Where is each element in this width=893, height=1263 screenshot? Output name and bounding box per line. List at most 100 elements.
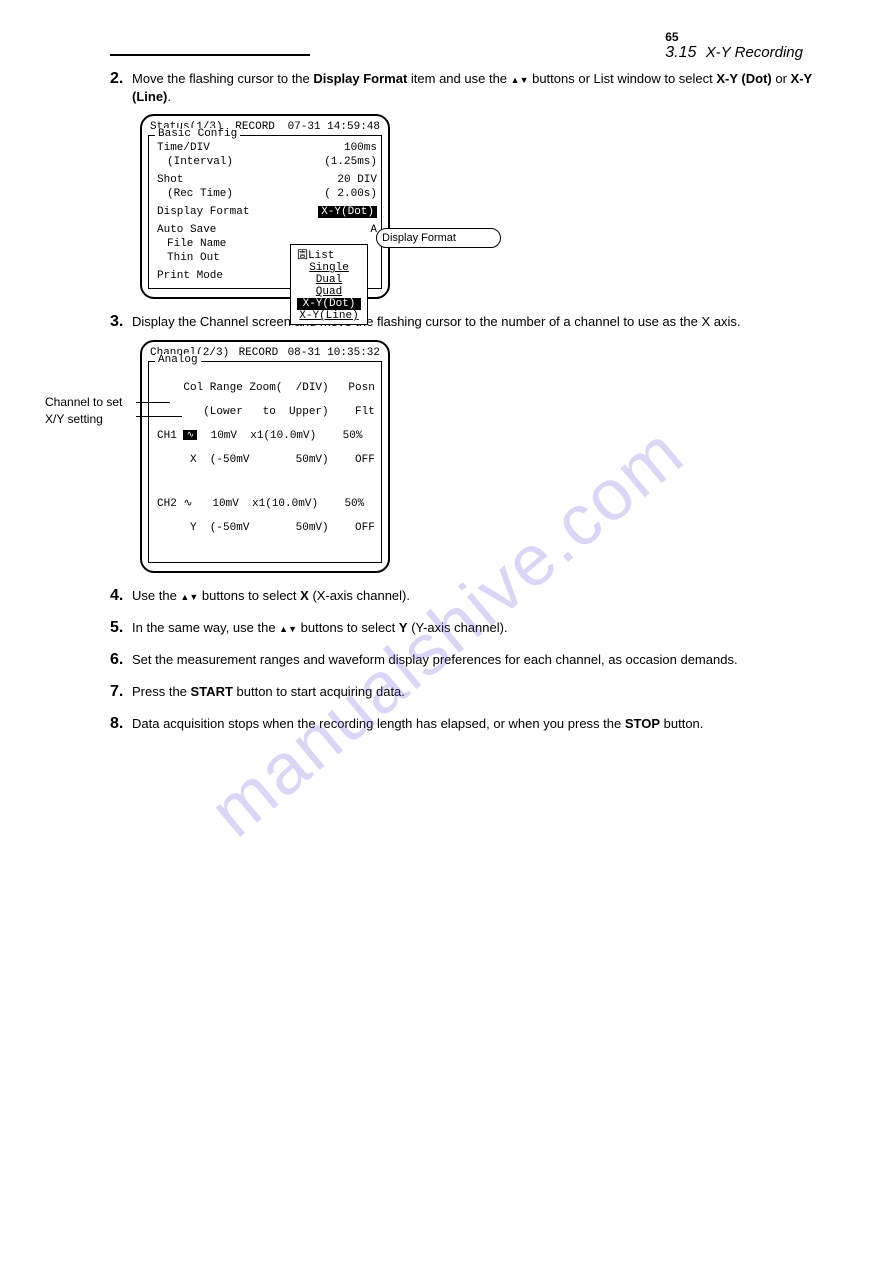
analog-group: Analog Col Range Zoom( /DIV) Posn (Lower… bbox=[148, 361, 382, 563]
table-header: (Lower to Upper) Flt bbox=[157, 406, 377, 418]
value: (1.25ms) bbox=[324, 156, 377, 168]
list-item[interactable]: Single bbox=[297, 262, 361, 274]
up-icon bbox=[279, 620, 288, 635]
label: Auto Save bbox=[157, 224, 216, 236]
text: item and use the bbox=[407, 71, 510, 86]
label: (Interval) bbox=[167, 156, 233, 168]
section-number: 3.15 bbox=[665, 44, 696, 61]
section-title: X-Y Recording bbox=[706, 44, 803, 61]
header-time: 08-31 10:35:32 bbox=[288, 347, 380, 359]
step-7: 7. Press the START button to start acqui… bbox=[110, 683, 833, 701]
text: buttons to select bbox=[198, 588, 300, 603]
step-2: 2. Move the flashing cursor to the Displ… bbox=[110, 70, 833, 106]
label: Time/DIV bbox=[157, 142, 210, 154]
figure-channel-screen: Channel to set X/Y setting Channel(2/3) … bbox=[140, 340, 833, 573]
header-mid: RECORD bbox=[235, 121, 275, 133]
step-6: 6. Set the measurement ranges and wavefo… bbox=[110, 651, 833, 669]
divider bbox=[110, 54, 310, 56]
header-mid: RECORD bbox=[239, 347, 279, 359]
down-icon bbox=[288, 620, 297, 635]
text-bold: X-Y (Dot) bbox=[716, 71, 771, 86]
list-popup[interactable]: 圁List Single Dual Quad X-Y(Dot) X-Y(Line… bbox=[290, 244, 368, 325]
step-5: 5. In the same way, use the buttons to s… bbox=[110, 619, 833, 637]
step-3: 3. Display the Channel screen and move t… bbox=[110, 313, 833, 331]
step-number: 4. bbox=[110, 587, 132, 605]
leader-line bbox=[136, 416, 182, 417]
label: Display Format bbox=[157, 206, 249, 218]
step-text: Press the START button to start acquirin… bbox=[132, 683, 405, 701]
text-bold: START bbox=[191, 684, 233, 699]
text: buttons to select bbox=[297, 620, 399, 635]
down-icon bbox=[189, 588, 198, 603]
step-number: 2. bbox=[110, 70, 132, 106]
cell: CH1 bbox=[157, 430, 183, 442]
up-icon bbox=[511, 71, 520, 86]
step-number: 6. bbox=[110, 651, 132, 669]
step-text: In the same way, use the buttons to sele… bbox=[132, 619, 508, 637]
text: button to start acquiring data. bbox=[233, 684, 405, 699]
leader-line bbox=[136, 402, 170, 403]
step-number: 3. bbox=[110, 313, 132, 331]
label: Shot bbox=[157, 174, 183, 186]
value: ( 2.00s) bbox=[324, 188, 377, 200]
text: Move the flashing cursor to the bbox=[132, 71, 313, 86]
text-bold: X bbox=[300, 588, 309, 603]
page-header-right: 65 3.15 X-Y Recording bbox=[665, 30, 803, 62]
step-text: Data acquisition stops when the recordin… bbox=[132, 715, 703, 733]
label: (Rec Time) bbox=[167, 188, 233, 200]
step-number: 5. bbox=[110, 619, 132, 637]
label-xy-setting: X/Y setting bbox=[45, 412, 103, 426]
group-legend: Analog bbox=[155, 354, 201, 366]
table-row: Y (-50mV 50mV) OFF bbox=[157, 522, 377, 534]
value: 100ms bbox=[344, 142, 377, 154]
table-row: CH1 ∿ 10mV x1(10.0mV) 50% bbox=[157, 430, 377, 442]
list-item-selected[interactable]: X-Y(Dot) bbox=[297, 298, 361, 310]
text-bold: Display Format bbox=[313, 71, 407, 86]
text: (Y-axis channel). bbox=[408, 620, 508, 635]
device-screen: Status(1/3) RECORD 07-31 14:59:48 Basic … bbox=[140, 114, 390, 299]
step-text: Move the flashing cursor to the Display … bbox=[132, 70, 833, 106]
text: buttons or List window to select bbox=[528, 71, 716, 86]
text: (X-axis channel). bbox=[309, 588, 410, 603]
text: Use the bbox=[132, 588, 180, 603]
group-legend: Basic Config bbox=[155, 128, 240, 140]
step-text: Use the buttons to select X (X-axis chan… bbox=[132, 587, 410, 605]
popup-title: 圁List bbox=[297, 246, 361, 262]
list-item[interactable]: Dual bbox=[297, 274, 361, 286]
page-body: 2. Move the flashing cursor to the Displ… bbox=[0, 0, 893, 780]
channel-table: Col Range Zoom( /DIV) Posn (Lower to Upp… bbox=[157, 366, 377, 558]
step-text: Display the Channel screen and move the … bbox=[132, 313, 740, 331]
step-number: 8. bbox=[110, 715, 132, 733]
text-bold: Y bbox=[399, 620, 408, 635]
list-item[interactable]: Quad bbox=[297, 286, 361, 298]
step-number: 7. bbox=[110, 683, 132, 701]
step-8: 8. Data acquisition stops when the recor… bbox=[110, 715, 833, 733]
label: File Name bbox=[167, 238, 226, 250]
label-channel-to-set: Channel to set bbox=[45, 395, 122, 409]
table-row: CH2 ∿ 10mV x1(10.0mV) 50% bbox=[157, 496, 377, 510]
value: 20 DIV bbox=[337, 174, 377, 186]
label: Print Mode bbox=[157, 270, 223, 282]
step-text: Set the measurement ranges and waveform … bbox=[132, 651, 738, 669]
text: button. bbox=[660, 716, 703, 731]
wave-icon[interactable]: ∿ bbox=[183, 430, 197, 440]
step-4: 4. Use the buttons to select X (X-axis c… bbox=[110, 587, 833, 605]
label: Thin Out bbox=[167, 252, 220, 264]
text: Press the bbox=[132, 684, 191, 699]
text-bold: STOP bbox=[625, 716, 660, 731]
table-row: X (-50mV 50mV) OFF bbox=[157, 454, 377, 466]
value-selected[interactable]: X-Y(Dot) bbox=[318, 206, 377, 218]
header-time: 07-31 14:59:48 bbox=[288, 121, 380, 133]
callout: Display Format bbox=[376, 228, 501, 248]
text: Data acquisition stops when the recordin… bbox=[132, 716, 625, 731]
device-screen: Channel(2/3) RECORD 08-31 10:35:32 Analo… bbox=[140, 340, 390, 573]
table-header: Col Range Zoom( /DIV) Posn bbox=[157, 382, 377, 394]
page-number: 65 bbox=[665, 30, 678, 44]
up-icon bbox=[180, 588, 189, 603]
figure-status-screen: Status(1/3) RECORD 07-31 14:59:48 Basic … bbox=[140, 114, 833, 299]
text: . bbox=[167, 89, 171, 104]
cell: 10mV x1(10.0mV) 50% bbox=[197, 430, 362, 442]
list-item[interactable]: X-Y(Line) bbox=[297, 310, 361, 322]
text: or bbox=[772, 71, 791, 86]
text: In the same way, use the bbox=[132, 620, 279, 635]
